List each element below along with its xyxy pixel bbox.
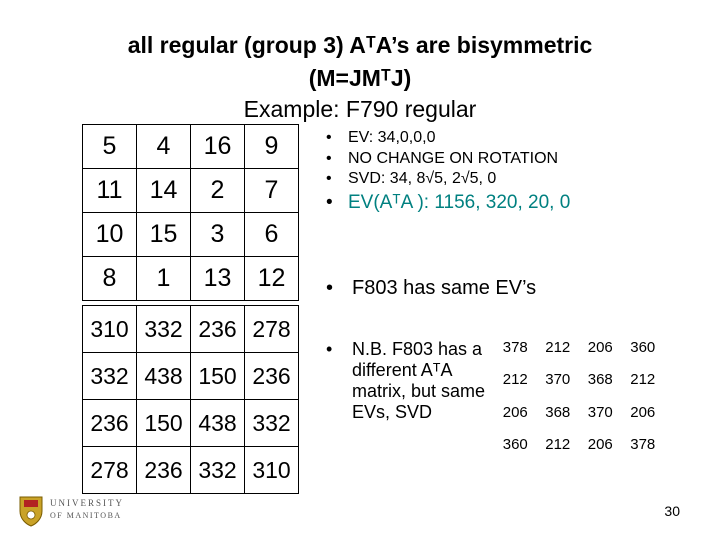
table-cell: 11 bbox=[82, 168, 137, 213]
table-row: 360 212 206 378 bbox=[494, 429, 664, 462]
table-cell: 9 bbox=[244, 124, 299, 169]
table-cell: 438 bbox=[136, 352, 191, 400]
table-cell: 370 bbox=[545, 371, 571, 389]
table-row: 11 14 2 7 bbox=[82, 168, 299, 213]
ata-matrix-table: 310 332 236 278 332 438 150 236 236 150 … bbox=[82, 305, 299, 494]
table-cell: 332 bbox=[190, 446, 245, 494]
table-cell: 1 bbox=[136, 256, 191, 301]
university-logo: UNIVERSITY OF MANITOBA bbox=[18, 495, 130, 527]
table-cell: 310 bbox=[244, 446, 299, 494]
table-cell: 13 bbox=[190, 256, 245, 301]
slide-title-line2: (M=JMᵀJ) bbox=[308, 65, 412, 91]
table-cell: 360 bbox=[502, 436, 528, 454]
table-cell: 368 bbox=[587, 371, 613, 389]
logo-text-line2: OF MANITOBA bbox=[50, 511, 122, 520]
table-cell: 8 bbox=[82, 256, 137, 301]
table-cell: 2 bbox=[190, 168, 245, 213]
f803-bullet: F803 has same EV’s bbox=[326, 277, 536, 300]
table-cell: 236 bbox=[136, 446, 191, 494]
table-cell: 4 bbox=[136, 124, 191, 169]
magic-square-table: 5 4 16 9 11 14 2 7 10 15 3 6 8 1 13 12 bbox=[82, 124, 299, 301]
table-cell: 206 bbox=[502, 403, 528, 421]
table-cell: 332 bbox=[82, 352, 137, 400]
table-cell: 5 bbox=[82, 124, 137, 169]
logo-text-line1: UNIVERSITY bbox=[50, 498, 124, 508]
table-row: 10 15 3 6 bbox=[82, 212, 299, 257]
table-row: 236 150 438 332 bbox=[82, 399, 299, 447]
table-row: 206 368 370 206 bbox=[494, 396, 664, 429]
table-cell: 14 bbox=[136, 168, 191, 213]
table-row: 378 212 206 360 bbox=[494, 331, 664, 364]
table-cell: 360 bbox=[630, 338, 656, 356]
table-cell: 150 bbox=[190, 352, 245, 400]
table-row: 278 236 332 310 bbox=[82, 446, 299, 494]
bullet-f803-same-ev: F803 has same EV’s bbox=[326, 277, 536, 300]
table-cell: 236 bbox=[244, 352, 299, 400]
table-row: 332 438 150 236 bbox=[82, 352, 299, 400]
table-cell: 12 bbox=[244, 256, 299, 301]
table-cell: 16 bbox=[190, 124, 245, 169]
table-cell: 150 bbox=[136, 399, 191, 447]
table-cell: 438 bbox=[190, 399, 245, 447]
bullet-svd: SVD: 34, 8√5, 2√5, 0 bbox=[326, 169, 570, 190]
table-cell: 15 bbox=[136, 212, 191, 257]
table-cell: 368 bbox=[545, 403, 571, 421]
table-cell: 7 bbox=[244, 168, 299, 213]
table-cell: 212 bbox=[545, 436, 571, 454]
table-cell: 278 bbox=[244, 305, 299, 353]
table-cell: 10 bbox=[82, 212, 137, 257]
table-cell: 310 bbox=[82, 305, 137, 353]
table-cell: 206 bbox=[587, 338, 613, 356]
table-cell: 370 bbox=[587, 403, 613, 421]
table-cell: 206 bbox=[587, 436, 613, 454]
table-cell: 212 bbox=[630, 371, 656, 389]
table-cell: 236 bbox=[82, 399, 137, 447]
table-cell: 332 bbox=[244, 399, 299, 447]
slide-title-line1: all regular (group 3) AᵀA’s are bisymmet… bbox=[127, 32, 593, 58]
bullet-ev: EV: 34,0,0,0 bbox=[326, 128, 570, 149]
table-cell: 212 bbox=[545, 338, 571, 356]
bullet-nb-note: N.B. F803 has a different AᵀA matrix, bu… bbox=[326, 339, 500, 423]
table-cell: 378 bbox=[502, 338, 528, 356]
note-bullet: N.B. F803 has a different AᵀA matrix, bu… bbox=[326, 339, 500, 423]
table-row: 212 370 368 212 bbox=[494, 364, 664, 397]
table-row: 8 1 13 12 bbox=[82, 256, 299, 301]
table-cell: 3 bbox=[190, 212, 245, 257]
properties-bullet-list: EV: 34,0,0,0 NO CHANGE ON ROTATION SVD: … bbox=[326, 128, 570, 216]
table-cell: 278 bbox=[82, 446, 137, 494]
table-cell: 212 bbox=[502, 371, 528, 389]
table-cell: 6 bbox=[244, 212, 299, 257]
table-cell: 378 bbox=[630, 436, 656, 454]
table-cell: 332 bbox=[136, 305, 191, 353]
table-cell: 206 bbox=[630, 403, 656, 421]
table-cell: 236 bbox=[190, 305, 245, 353]
crest-icon bbox=[19, 496, 43, 527]
bullet-rotation: NO CHANGE ON ROTATION bbox=[326, 149, 570, 170]
bullet-ev-ata: EV(AᵀA ): 1156, 320, 20, 0 bbox=[326, 190, 570, 216]
page-number: 30 bbox=[664, 503, 680, 519]
table-row: 5 4 16 9 bbox=[82, 124, 299, 169]
table-row: 310 332 236 278 bbox=[82, 305, 299, 353]
slide-title-line3: Example: F790 regular bbox=[243, 96, 477, 122]
f803-matrix-table: 378 212 206 360 212 370 368 212 206 368 … bbox=[494, 331, 664, 461]
